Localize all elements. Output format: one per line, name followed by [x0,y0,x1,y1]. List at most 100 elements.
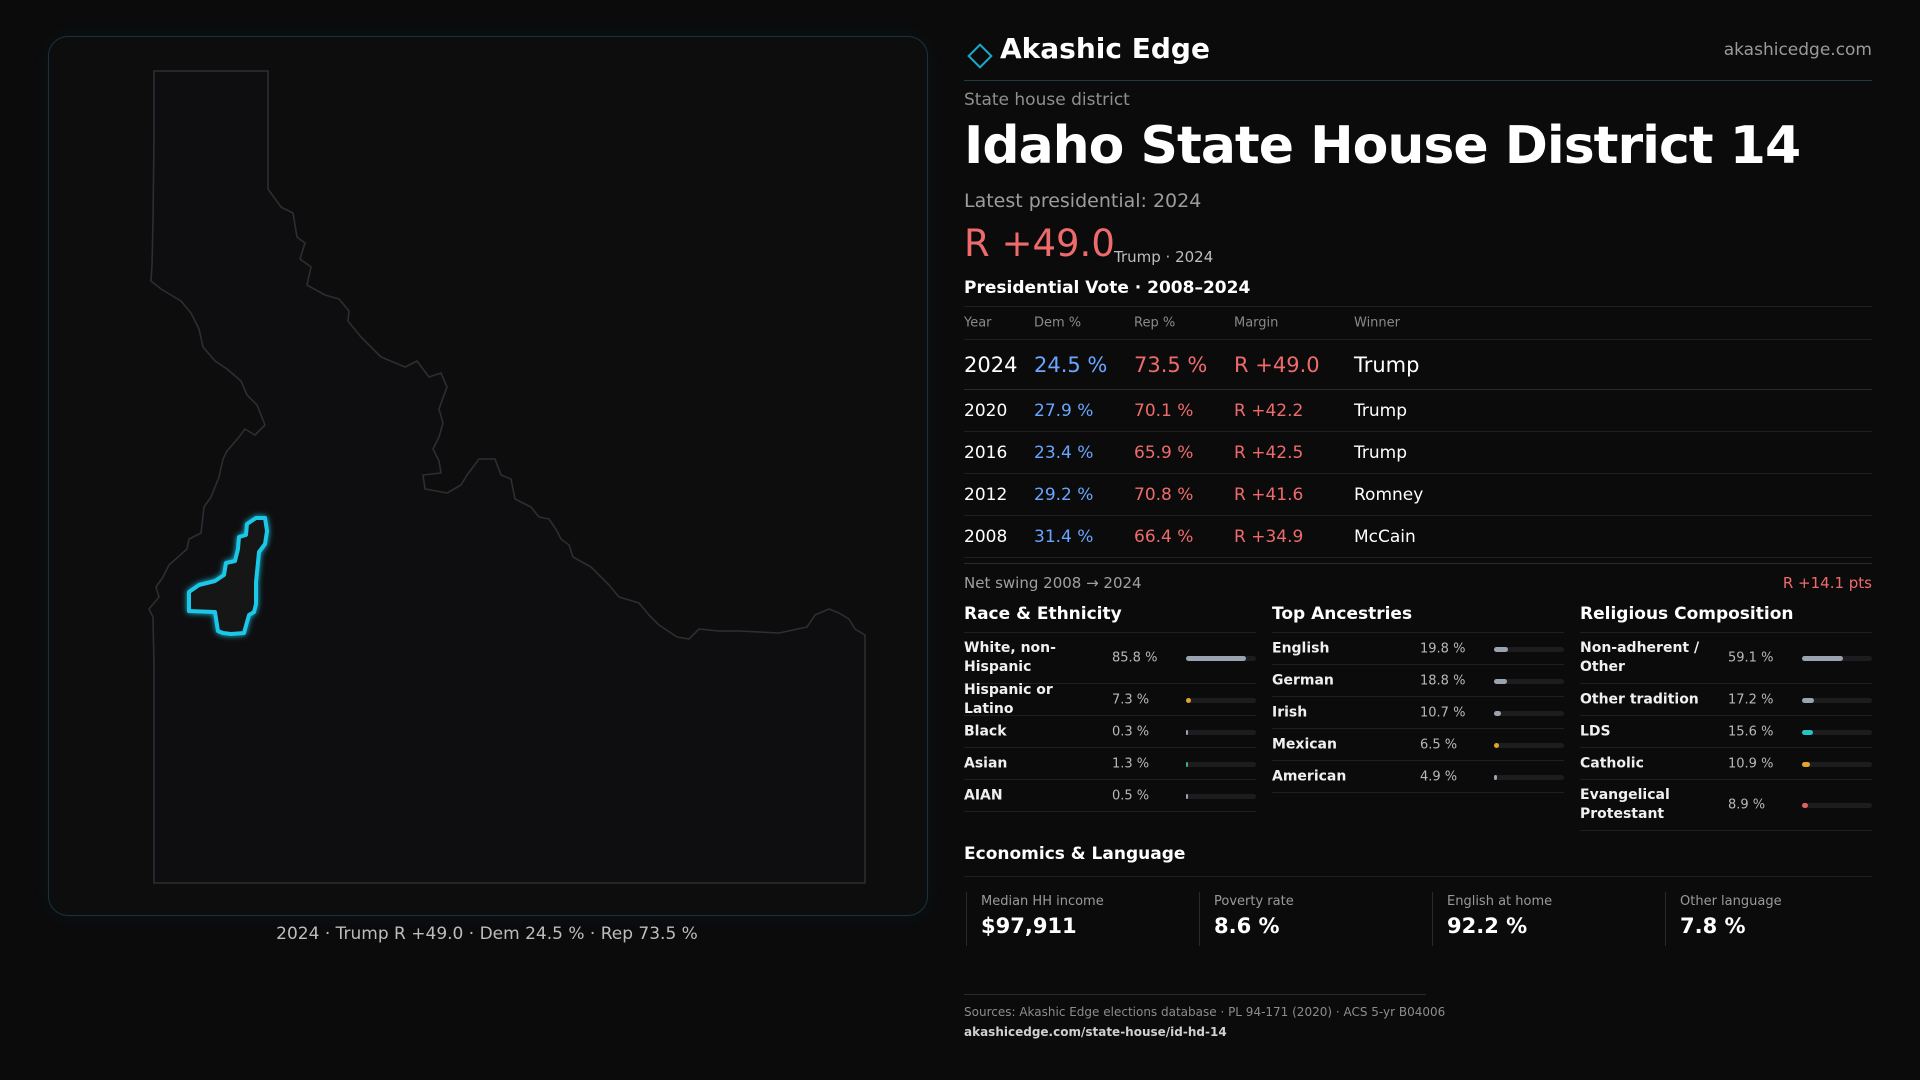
list-item: LDS 15.6 % [1580,716,1872,748]
share-bar-fill [1494,710,1502,716]
detail-panel: Akashic Edge akashicedge.com State house… [964,0,1872,1080]
stat-label: English at home [1447,894,1553,909]
item-label: English [1272,640,1330,656]
cell-margin: R +41.6 [1234,484,1304,505]
cell-winner: Romney [1354,484,1424,505]
share-bar-fill [1186,761,1189,767]
share-bar-fill [1494,646,1508,652]
share-bar [1494,646,1564,652]
brand-url[interactable]: akashicedge.com [1723,40,1872,60]
cell-margin: R +42.5 [1234,442,1304,463]
list-item: Catholic 10.9 % [1580,748,1872,780]
brand-name: Akashic Edge [1000,32,1210,65]
share-bar [1802,656,1872,661]
item-value: 6.5 % [1420,737,1458,752]
share-bar-fill [1802,803,1809,808]
stat-value: 8.6 % [1214,914,1280,938]
item-label: Other tradition [1580,691,1699,707]
item-value: 1.3 % [1112,756,1150,771]
cell-year: 2016 [964,442,1008,463]
cell-dem: 31.4 % [1034,526,1094,547]
list-item: AIAN 0.5 % [964,780,1256,812]
diamond-logo-icon [967,43,993,69]
item-value: 4.9 % [1420,769,1458,784]
item-label: Asian [964,755,1008,771]
item-label: LDS [1580,723,1611,739]
item-value: 18.8 % [1420,673,1466,688]
cell-margin: R +42.2 [1234,400,1304,421]
stat-label: Other language [1680,894,1782,909]
list-item: Other tradition 17.2 % [1580,684,1872,716]
headline-margin: R +49.0 [964,222,1115,265]
col-rep-header: Rep % [1134,315,1176,331]
cell-year: 2020 [964,400,1008,421]
item-value: 59.1 % [1728,650,1774,666]
item-label: American [1272,768,1347,784]
table-row: 2016 23.4 % 65.9 % R +42.5 Trump [964,432,1872,474]
cell-year: 2024 [964,352,1018,377]
source-page-link[interactable]: akashicedge.com/state-house/id-hd-14 [964,1025,1227,1039]
stat-card: English at home 92.2 % [1432,892,1655,946]
share-bar [1186,656,1256,661]
share-bar [1802,761,1872,767]
cell-dem: 27.9 % [1034,400,1094,421]
table-header-row: Year Dem % Rep % Margin Winner [964,307,1872,340]
share-bar-fill [1802,729,1813,735]
district-type-label: State house district [964,90,1130,110]
cell-margin: R +34.9 [1234,526,1304,547]
latest-presidential-label: Latest presidential: 2024 [964,190,1202,212]
presidential-vote-table: Year Dem % Rep % Margin Winner 2024 24.5… [964,306,1872,558]
cell-winner: McCain [1354,526,1416,547]
section-title: Race & Ethnicity [964,600,1256,633]
item-value: 0.5 % [1112,788,1150,803]
cell-dem: 24.5 % [1034,352,1108,377]
share-bar-fill [1186,793,1189,799]
list-item: White, non-Hispanic 85.8 % [964,633,1256,684]
item-label: AIAN [964,787,1003,803]
item-label: German [1272,672,1334,688]
table-row: 2008 31.4 % 66.4 % R +34.9 McCain [964,516,1872,558]
share-bar-fill [1494,742,1499,748]
stat-card: Poverty rate 8.6 % [1199,892,1422,946]
col-margin-header: Margin [1234,315,1279,331]
item-value: 10.9 % [1728,756,1774,771]
item-value: 19.8 % [1420,641,1466,656]
share-bar-fill [1494,774,1498,780]
list-item: Non-adherent / Other 59.1 % [1580,633,1872,684]
stat-card: Other language 7.8 % [1665,892,1888,946]
item-label: Mexican [1272,736,1337,752]
state-outline [148,70,866,884]
list-item: American 4.9 % [1272,761,1564,793]
list-item: German 18.8 % [1272,665,1564,697]
list-item: Mexican 6.5 % [1272,729,1564,761]
item-label: Hispanic or Latino [964,681,1053,717]
cell-year: 2012 [964,484,1008,505]
share-bar-fill [1802,761,1810,767]
cell-rep: 70.8 % [1134,484,1194,505]
net-swing-label: Net swing 2008 → 2024 [964,574,1142,592]
item-value: 8.9 % [1728,797,1766,813]
share-bar [1802,697,1872,703]
item-label: Evangelical Protestant [1580,787,1670,822]
table-row: 2012 29.2 % 70.8 % R +41.6 Romney [964,474,1872,516]
item-value: 15.6 % [1728,724,1774,739]
cell-dem: 29.2 % [1034,484,1094,505]
list-item: Evangelical Protestant 8.9 % [1580,780,1872,831]
share-bar [1186,697,1256,703]
col-year-header: Year [964,315,992,331]
list-item: Irish 10.7 % [1272,697,1564,729]
table-row: 2020 27.9 % 70.1 % R +42.2 Trump [964,390,1872,432]
headline-margin-sub: Trump · 2024 [1114,248,1214,266]
item-value: 10.7 % [1420,705,1466,720]
item-value: 7.3 % [1112,692,1150,707]
item-label: Black [964,723,1007,739]
cell-winner: Trump [1354,400,1408,421]
stat-value: 92.2 % [1447,914,1528,938]
cell-rep: 65.9 % [1134,442,1194,463]
presidential-table-title: Presidential Vote · 2008–2024 [964,278,1251,298]
cell-winner: Trump [1354,442,1408,463]
share-bar [1494,678,1564,684]
item-label: Catholic [1580,755,1644,771]
share-bar [1494,742,1564,748]
cell-margin: R +49.0 [1234,352,1320,377]
